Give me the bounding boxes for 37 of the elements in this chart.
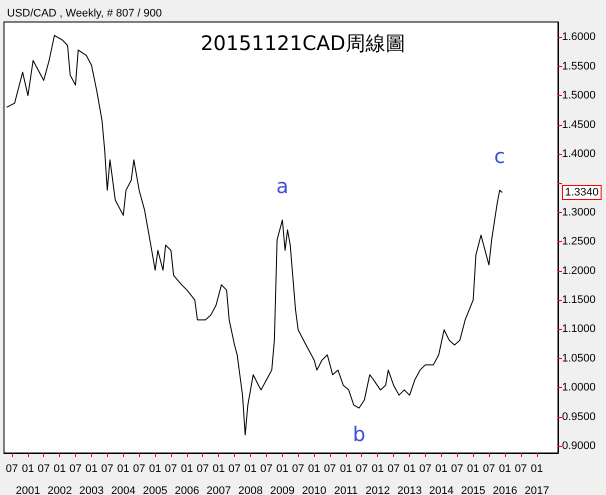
x-tick-label: 07 [419, 463, 432, 475]
y-tick-label: 0.9000 [562, 440, 596, 452]
x-tick-label: 07 [356, 463, 368, 475]
y-tick-label: 1.1000 [562, 323, 596, 336]
y-tick-label: 1.3000 [562, 206, 596, 218]
x-tick-label: 07 [260, 463, 272, 475]
x-tick-label: 07 [101, 463, 114, 475]
x-tick-label: 07 [482, 463, 496, 475]
x-tick-label: 07 [324, 463, 336, 475]
x-tick-label: 07 [69, 463, 82, 475]
x-tick-label: 07 [196, 463, 209, 475]
y-tick-label: 1.1500 [562, 294, 596, 306]
x-tick-label: 07 [387, 463, 400, 475]
text: 1.3340 [565, 186, 599, 199]
x-tick-label: 07 [6, 463, 18, 475]
y-tick-label: 0.9500 [562, 410, 596, 423]
y-tick-label: 1.2500 [562, 236, 596, 248]
annotation: b [352, 422, 366, 446]
y-tick-label: 1.2000 [562, 264, 596, 277]
x-tick-label: 07 [164, 463, 178, 475]
x-tick-label: 07 [292, 463, 304, 475]
x-tick-label: 07 [133, 463, 146, 475]
y-tick-label: 1.0500 [562, 352, 596, 364]
y-tick-label: 1.4000 [562, 148, 596, 160]
y-tick-label: 1.5000 [562, 90, 596, 102]
x-tick-label: 07 [38, 463, 50, 475]
x-tick-label: 07 [228, 463, 241, 475]
text: 20151121CAD周線圖 [200, 31, 406, 55]
x-tick-label: 07 [451, 463, 464, 475]
annotation: c [494, 144, 506, 168]
y-tick-label: 1.6000 [562, 31, 596, 44]
y-tick-label: 1.4500 [562, 118, 596, 131]
y-tick-label: 1.5500 [562, 60, 596, 72]
annotation: a [276, 174, 289, 198]
x-tick-label: 07 [514, 463, 527, 475]
chart-subtitle: USD/CAD , Weekly, # 807 / 900 [7, 8, 162, 20]
y-tick-label: 1.0000 [562, 382, 596, 394]
